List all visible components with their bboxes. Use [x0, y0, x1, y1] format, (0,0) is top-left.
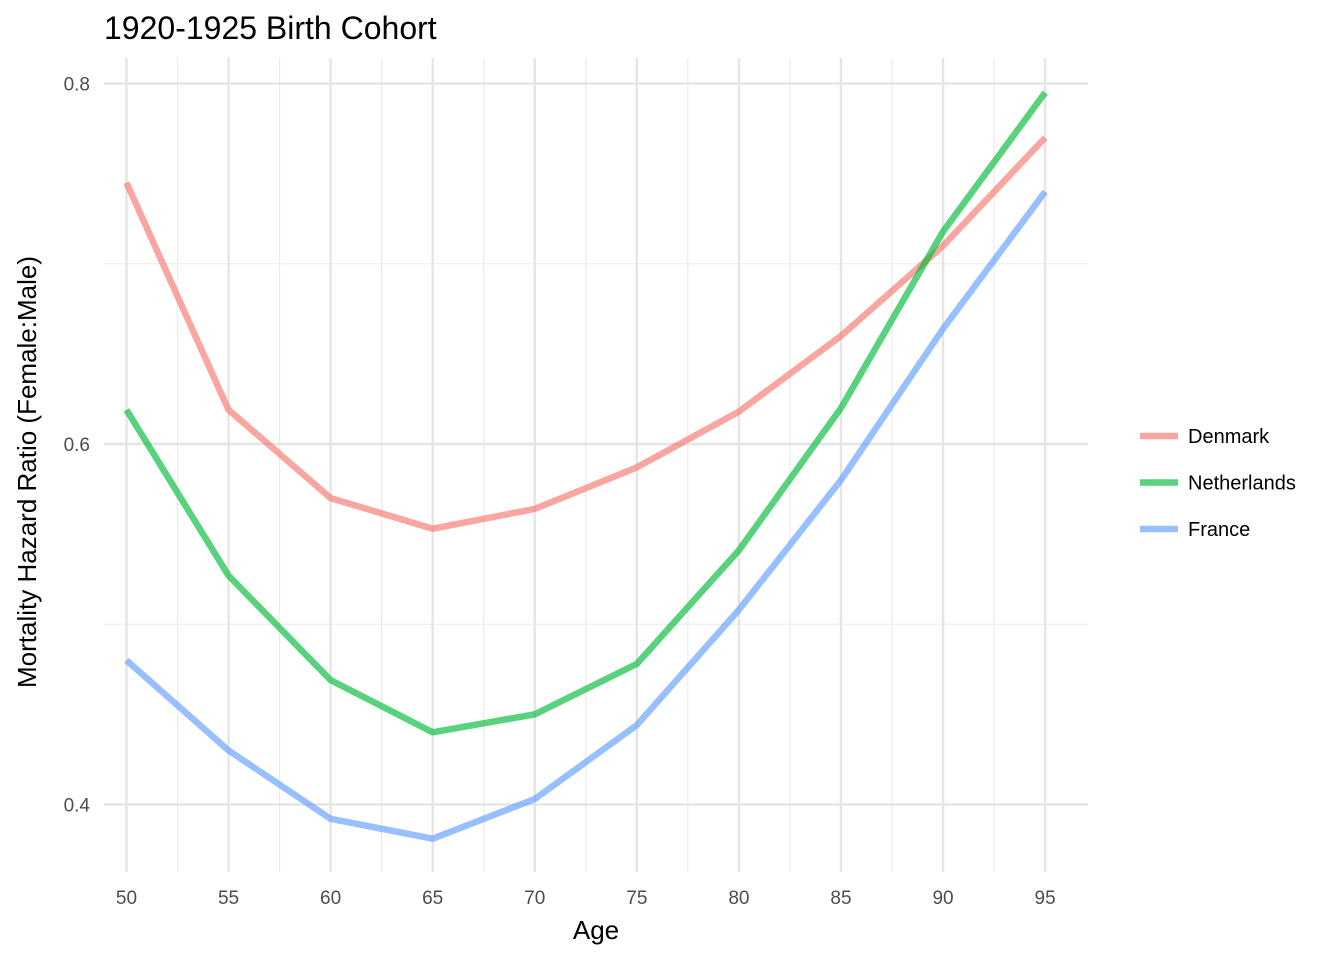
legend-label-france: France — [1188, 519, 1250, 541]
chart-title: 1920-1925 Birth Cohort — [104, 10, 437, 46]
x-axis-title: Age — [573, 915, 619, 945]
series-line-france — [124, 189, 1048, 842]
y-tick-label: 0.4 — [64, 795, 91, 816]
y-tick-label: 0.6 — [64, 435, 90, 456]
x-tick-label: 55 — [218, 888, 239, 909]
y-tick-label: 0.8 — [64, 75, 90, 96]
x-tick-label: 70 — [524, 888, 545, 909]
grid-lines — [104, 58, 1088, 872]
series-line-netherlands — [123, 90, 1048, 736]
legend: Denmark Netherlands France — [1140, 426, 1296, 541]
x-tick-label: 50 — [116, 888, 137, 909]
x-tick-label: 60 — [320, 888, 341, 909]
y-axis-tick-labels: 0.4 0.6 0.8 — [64, 75, 91, 817]
x-tick-label: 80 — [728, 888, 749, 909]
x-tick-label: 65 — [422, 888, 443, 909]
x-tick-label: 75 — [626, 888, 647, 909]
x-tick-label: 90 — [932, 888, 953, 909]
legend-label-netherlands: Netherlands — [1188, 473, 1296, 495]
legend-label-denmark: Denmark — [1188, 426, 1270, 448]
series-line-denmark — [123, 135, 1048, 532]
x-tick-label: 85 — [830, 888, 851, 909]
series-lines — [123, 90, 1048, 842]
x-tick-label: 95 — [1035, 888, 1056, 909]
y-axis-title: Mortality Hazard Ratio (Female:Male) — [12, 256, 42, 688]
x-axis-tick-labels: 50 55 60 65 70 75 80 85 90 95 — [116, 888, 1056, 909]
